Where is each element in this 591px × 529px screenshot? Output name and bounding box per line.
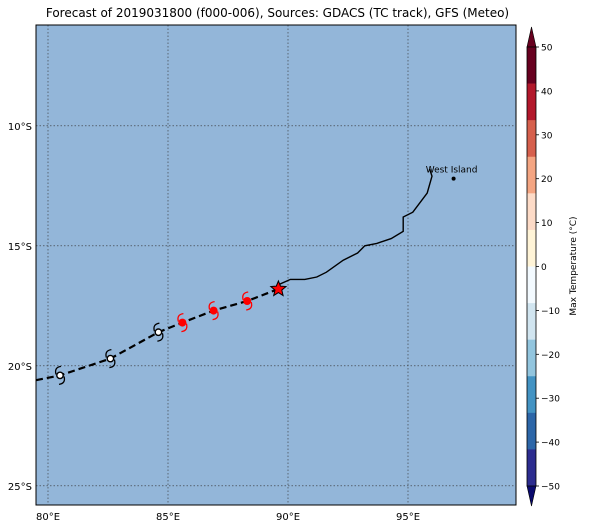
cyclone-arc bbox=[58, 376, 66, 386]
past-position-icon[interactable] bbox=[153, 322, 164, 342]
colorbar-top-extend bbox=[526, 26, 537, 48]
past-position-icon[interactable] bbox=[54, 365, 66, 386]
forecast-position-icon[interactable] bbox=[177, 312, 188, 333]
map-layer: 80°E 85°E 90°E 95°E 10°S 15°S 20°S 25°S West Isl… bbox=[8, 24, 517, 523]
current-position-star-icon[interactable] bbox=[269, 279, 288, 297]
colorbar-segment bbox=[527, 449, 536, 487]
colorbar-segment bbox=[527, 47, 536, 84]
lon-tick-label: 90°E bbox=[276, 512, 300, 523]
place-marker bbox=[451, 176, 456, 181]
colorbar-tick-label: −10 bbox=[541, 307, 560, 317]
cyclone-arc bbox=[153, 322, 160, 332]
ocean-area bbox=[36, 25, 516, 505]
place-label: West Island bbox=[426, 166, 478, 176]
cyclone-arc bbox=[212, 311, 219, 321]
forecast-position-icon[interactable] bbox=[208, 300, 219, 321]
colorbar-tick-label: 30 bbox=[541, 131, 553, 141]
cyclone-arc bbox=[181, 323, 188, 333]
map-frame bbox=[35, 24, 517, 506]
track-line bbox=[35, 287, 279, 382]
colorbar-tick-label: 20 bbox=[541, 175, 553, 185]
colorbar-segment bbox=[527, 339, 536, 377]
cyclone-arc bbox=[246, 301, 253, 311]
cyclone-center bbox=[243, 297, 252, 305]
colorbar-segment bbox=[527, 156, 536, 194]
colorbar-segment bbox=[527, 120, 536, 158]
cyclone-arc bbox=[105, 348, 112, 358]
colorbar-layer: 50 40 30 20 10 0 −10 −20 −30 −40 −50 bbox=[526, 26, 560, 507]
colorbar-label: Max Temperature (°C) bbox=[569, 216, 579, 315]
cyclone-arc bbox=[208, 300, 215, 310]
colorbar-segment bbox=[527, 193, 536, 231]
coastline bbox=[275, 168, 433, 290]
cyclone-center bbox=[154, 328, 163, 337]
lon-tick-label: 80°E bbox=[36, 512, 60, 523]
colorbar-segment bbox=[527, 229, 536, 267]
colorbar-bottom-extend bbox=[526, 485, 537, 507]
cyclone-center bbox=[178, 318, 187, 327]
colorbar-tick-label: −50 bbox=[541, 483, 560, 493]
figure-title: Forecast of 2019031800 (f000-006), Sourc… bbox=[45, 6, 510, 20]
colorbar-tick-label: −30 bbox=[541, 395, 560, 405]
colorbar-tick-label: 10 bbox=[541, 219, 553, 229]
cyclone-arc bbox=[157, 333, 164, 342]
past-position-icon[interactable] bbox=[105, 348, 116, 369]
colorbar-tick-label: 40 bbox=[541, 87, 553, 97]
cyclone-arc bbox=[177, 312, 184, 322]
lat-tick-label: 25°S bbox=[8, 482, 32, 493]
cyclone-center bbox=[209, 306, 218, 315]
colorbar-tick-label: 0 bbox=[541, 263, 547, 273]
colorbar-segment bbox=[527, 303, 536, 340]
colorbar-segment bbox=[527, 266, 536, 304]
cyclone-arc bbox=[242, 291, 249, 301]
colorbar-segment bbox=[527, 412, 536, 450]
colorbar-tick-label: 50 bbox=[541, 44, 553, 54]
forecast-position-icon[interactable] bbox=[242, 291, 253, 311]
cyclone-center bbox=[56, 371, 64, 380]
colorbar-tick-label: −40 bbox=[541, 439, 560, 449]
cyclone-arc bbox=[109, 359, 116, 369]
lon-tick-label: 85°E bbox=[156, 512, 180, 523]
lon-tick-label: 95°E bbox=[396, 512, 420, 523]
colorbar-segment bbox=[527, 376, 536, 414]
colorbar-tick-label: −20 bbox=[541, 351, 560, 361]
colorbar-segment bbox=[527, 83, 536, 121]
lat-tick-label: 20°S bbox=[8, 362, 32, 373]
lat-tick-label: 10°S bbox=[8, 122, 32, 133]
cyclone-center bbox=[106, 354, 115, 363]
cyclone-arc bbox=[54, 365, 62, 375]
lat-tick-label: 15°S bbox=[8, 242, 32, 253]
